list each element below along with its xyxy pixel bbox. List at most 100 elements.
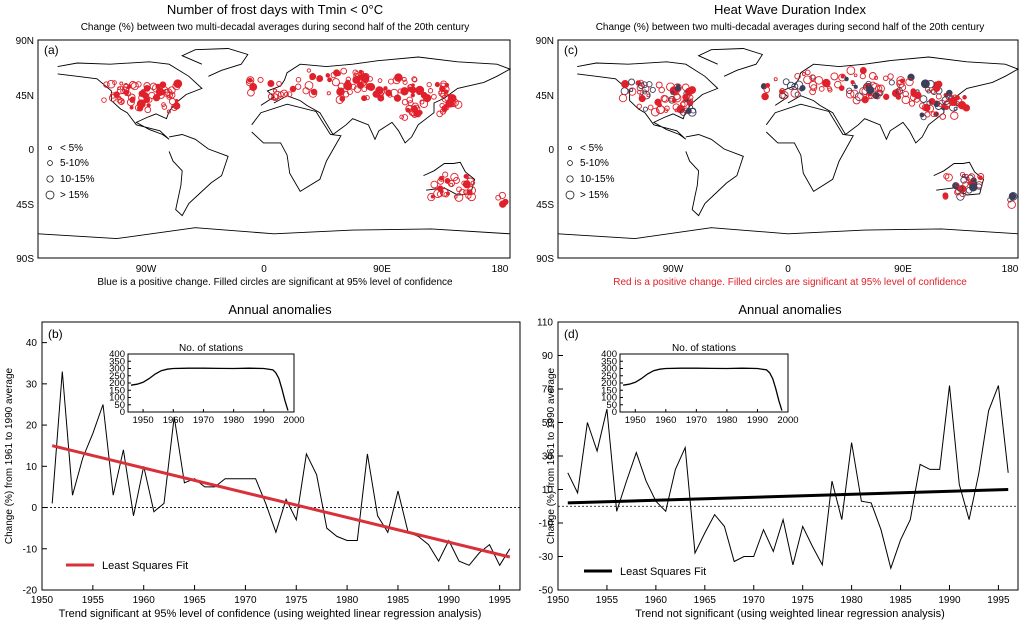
station-marker (899, 78, 905, 84)
inset-x-tick-label: 1950 (625, 415, 646, 426)
station-marker (410, 105, 418, 113)
station-marker (439, 85, 446, 93)
station-marker (370, 85, 375, 90)
map-a-lon-ticks: 90W 0 90E 180 (136, 264, 509, 275)
station-marker (426, 81, 432, 88)
station-marker (246, 76, 255, 85)
coastline (423, 161, 476, 196)
station-marker (805, 69, 811, 76)
station-marker (283, 91, 289, 97)
lon-tick: 0 (261, 264, 267, 275)
station-marker (944, 173, 953, 182)
panel-a-subtitle: Change (%) between two multi-decadal ave… (80, 22, 470, 33)
station-marker (372, 90, 380, 98)
lat-tick: 90S (16, 254, 34, 265)
station-marker (249, 83, 258, 91)
station-marker (628, 78, 636, 86)
lon-tick: 90E (894, 264, 912, 275)
station-marker (168, 91, 176, 99)
station-marker (636, 89, 642, 95)
station-marker (845, 89, 855, 99)
station-marker (673, 83, 682, 92)
station-marker (933, 111, 939, 117)
station-marker (411, 104, 421, 114)
station-marker (852, 96, 861, 105)
station-marker (660, 94, 668, 103)
station-marker (498, 191, 506, 199)
y-tick-label: 0 (31, 503, 37, 514)
station-marker (866, 85, 875, 95)
inset-y-tick-label: 300 (601, 364, 617, 375)
station-marker (160, 89, 166, 96)
station-marker (123, 89, 130, 96)
station-marker (502, 198, 509, 206)
station-marker (782, 78, 790, 86)
station-marker (853, 73, 858, 78)
lon-tick: 0 (785, 264, 791, 275)
station-marker (383, 86, 388, 91)
inset-y-tick-label: 100 (109, 393, 125, 404)
station-marker (161, 104, 168, 110)
y-tick-label: 90 (542, 351, 554, 362)
station-marker (636, 103, 642, 109)
map-a-legend: < 5% 5-10% 10-15% > 15% (45, 143, 95, 201)
lon-tick: 180 (1002, 264, 1019, 275)
map-c-panel-label: (c) (564, 43, 578, 57)
station-marker (436, 110, 444, 118)
station-marker (895, 94, 902, 100)
x-tick-label: 1980 (840, 595, 863, 606)
station-marker (410, 93, 415, 98)
station-marker (930, 111, 937, 118)
lon-tick: 180 (492, 264, 509, 275)
y-tick-label: -10 (23, 544, 38, 555)
inset-x-tick-label: 1990 (747, 415, 768, 426)
station-marker (834, 80, 842, 89)
inset-y-tick-label: 0 (612, 407, 617, 418)
panel-label: (d) (564, 327, 579, 341)
map-c: (c) 90N 45N 0 45S 90S 90W 0 90E 180 < 5%… (536, 36, 1020, 275)
station-marker (147, 97, 153, 103)
station-marker (419, 99, 425, 105)
x-tick-label: 1960 (133, 595, 156, 606)
x-tick-label: 1965 (694, 595, 717, 606)
station-marker (427, 193, 436, 202)
station-marker (401, 114, 409, 121)
station-marker (765, 82, 771, 88)
y-tick-label: 110 (537, 318, 553, 329)
station-marker (794, 91, 801, 98)
y-tick-label: -20 (23, 586, 38, 597)
inset-y-tick-label: 50 (114, 400, 125, 411)
station-marker (882, 75, 889, 82)
station-marker (670, 91, 675, 95)
station-marker (799, 85, 806, 91)
inset-y-tick-label: 200 (109, 378, 125, 389)
station-marker (873, 75, 879, 80)
station-marker (456, 186, 462, 193)
station-marker (326, 91, 331, 96)
panel-label: (b) (48, 327, 63, 341)
map-c-stations (618, 66, 1018, 209)
station-marker (642, 89, 648, 95)
station-marker (416, 88, 423, 96)
inset-y-tick-label: 250 (109, 371, 125, 382)
map-a-frame (37, 39, 511, 259)
lon-tick: 90E (373, 264, 391, 275)
station-marker (666, 82, 675, 92)
inset-y-tick-label: 400 (601, 349, 617, 360)
panel-c-caption: Red is a positive change. Filled circles… (613, 277, 967, 288)
station-marker (427, 88, 434, 94)
station-marker (434, 82, 440, 88)
station-marker (450, 172, 459, 182)
station-marker (276, 80, 282, 87)
lat-tick: 90S (536, 254, 554, 265)
legend-circle (48, 146, 52, 150)
station-marker (977, 173, 985, 180)
station-marker (161, 102, 166, 107)
station-marker (685, 108, 692, 114)
station-marker (172, 102, 181, 110)
station-marker (968, 182, 978, 192)
station-marker (437, 177, 445, 185)
station-marker (267, 80, 275, 87)
station-marker (962, 181, 969, 188)
